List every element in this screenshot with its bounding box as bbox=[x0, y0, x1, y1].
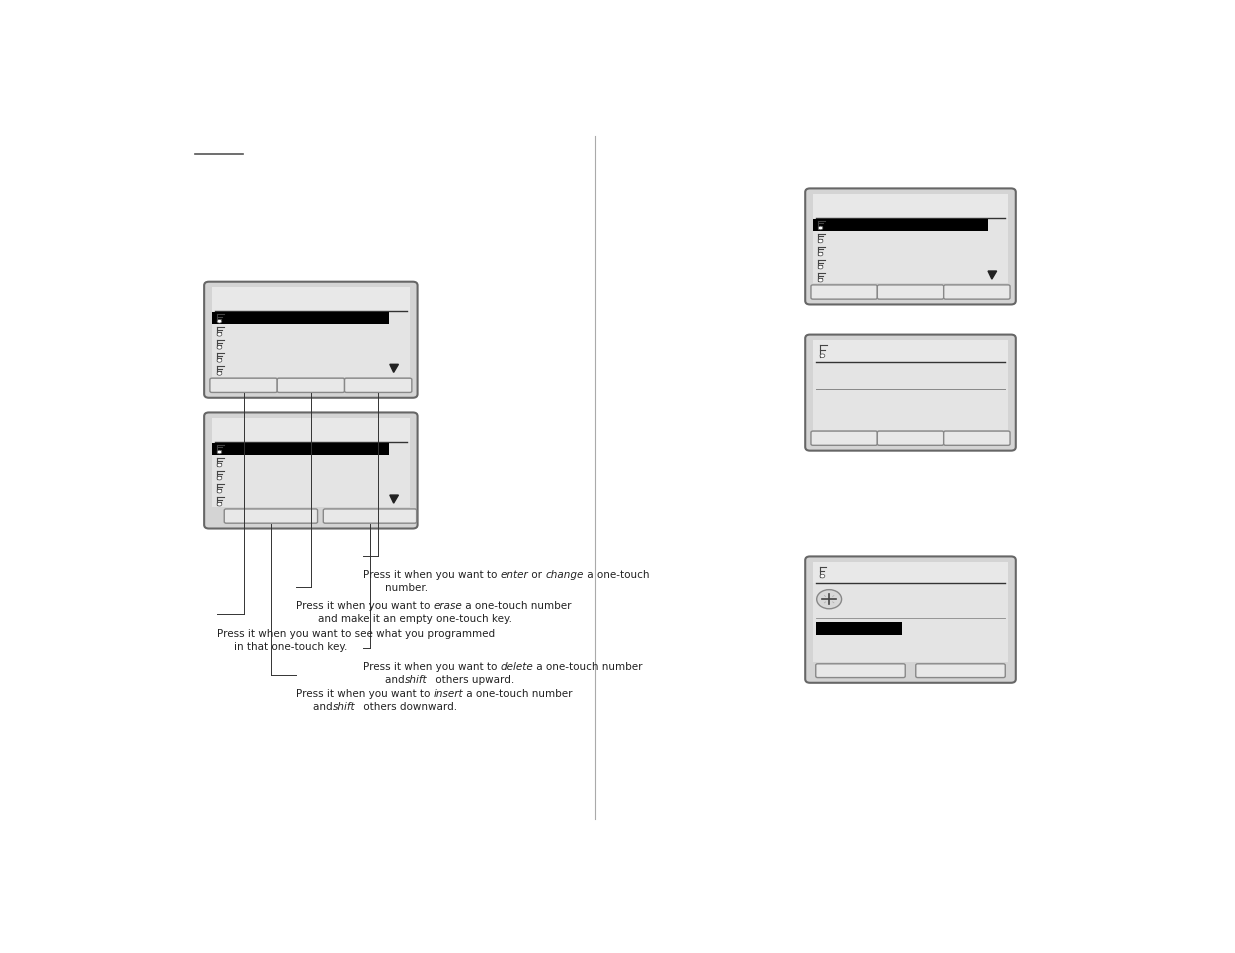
Bar bbox=[813, 219, 1008, 284]
Circle shape bbox=[818, 279, 823, 283]
Text: erase: erase bbox=[433, 600, 462, 610]
Text: and: and bbox=[314, 701, 336, 711]
Circle shape bbox=[217, 490, 222, 494]
Bar bbox=[816, 622, 903, 636]
Polygon shape bbox=[390, 365, 399, 373]
FancyBboxPatch shape bbox=[811, 432, 877, 446]
Text: others downward.: others downward. bbox=[361, 701, 457, 711]
Text: Press it when you want to: Press it when you want to bbox=[296, 688, 433, 699]
Text: a one-touch number: a one-touch number bbox=[534, 661, 643, 671]
FancyBboxPatch shape bbox=[805, 557, 1015, 683]
Bar bbox=[212, 314, 389, 325]
FancyBboxPatch shape bbox=[324, 510, 416, 523]
Polygon shape bbox=[390, 496, 399, 503]
Text: a one-touch: a one-touch bbox=[584, 569, 650, 579]
Circle shape bbox=[816, 590, 841, 609]
FancyBboxPatch shape bbox=[944, 432, 1010, 446]
FancyBboxPatch shape bbox=[277, 378, 345, 393]
Text: or: or bbox=[529, 569, 546, 579]
Circle shape bbox=[820, 355, 825, 358]
Text: change: change bbox=[546, 569, 584, 579]
Bar bbox=[813, 220, 988, 232]
Bar bbox=[212, 313, 410, 377]
FancyBboxPatch shape bbox=[877, 286, 944, 300]
Text: others upward.: others upward. bbox=[432, 675, 514, 684]
Circle shape bbox=[217, 503, 222, 506]
Circle shape bbox=[818, 240, 823, 244]
Circle shape bbox=[818, 266, 823, 270]
FancyBboxPatch shape bbox=[877, 432, 944, 446]
FancyBboxPatch shape bbox=[204, 282, 417, 398]
Text: shift: shift bbox=[405, 675, 427, 684]
Text: in that one-touch key.: in that one-touch key. bbox=[233, 641, 347, 651]
Text: a one-touch number: a one-touch number bbox=[462, 600, 572, 610]
FancyBboxPatch shape bbox=[225, 510, 317, 523]
Text: a one-touch number: a one-touch number bbox=[463, 688, 573, 699]
FancyBboxPatch shape bbox=[204, 413, 417, 529]
Circle shape bbox=[217, 451, 222, 455]
Bar bbox=[813, 583, 1008, 662]
Bar bbox=[813, 341, 1008, 363]
Text: shift: shift bbox=[333, 701, 356, 711]
Circle shape bbox=[217, 464, 222, 467]
FancyBboxPatch shape bbox=[210, 378, 277, 393]
Text: Press it when you want to see what you programmed: Press it when you want to see what you p… bbox=[216, 628, 495, 638]
Polygon shape bbox=[988, 272, 997, 280]
Circle shape bbox=[818, 227, 823, 231]
FancyBboxPatch shape bbox=[916, 664, 1005, 678]
Text: and: and bbox=[385, 675, 408, 684]
Circle shape bbox=[217, 373, 222, 375]
Text: Press it when you want to: Press it when you want to bbox=[363, 569, 500, 579]
Circle shape bbox=[217, 334, 222, 336]
Bar bbox=[813, 562, 1008, 583]
Bar bbox=[212, 443, 410, 508]
FancyBboxPatch shape bbox=[805, 190, 1015, 305]
Circle shape bbox=[820, 575, 825, 578]
Bar bbox=[212, 288, 410, 313]
Circle shape bbox=[217, 476, 222, 480]
Bar bbox=[212, 444, 389, 456]
Text: Press it when you want to: Press it when you want to bbox=[296, 600, 433, 610]
Text: enter: enter bbox=[500, 569, 529, 579]
Circle shape bbox=[818, 253, 823, 256]
Bar bbox=[212, 418, 410, 443]
Circle shape bbox=[217, 346, 222, 350]
Text: Press it when you want to: Press it when you want to bbox=[363, 661, 500, 671]
Circle shape bbox=[217, 359, 222, 363]
Bar bbox=[813, 194, 1008, 219]
Bar bbox=[813, 363, 1008, 430]
FancyBboxPatch shape bbox=[811, 286, 877, 300]
FancyBboxPatch shape bbox=[816, 664, 905, 678]
FancyBboxPatch shape bbox=[345, 378, 411, 393]
FancyBboxPatch shape bbox=[805, 335, 1015, 451]
Text: insert: insert bbox=[433, 688, 463, 699]
Circle shape bbox=[217, 320, 222, 324]
Text: delete: delete bbox=[500, 661, 534, 671]
Text: and make it an empty one-touch key.: and make it an empty one-touch key. bbox=[319, 614, 513, 623]
FancyBboxPatch shape bbox=[944, 286, 1010, 300]
Text: number.: number. bbox=[385, 582, 429, 593]
